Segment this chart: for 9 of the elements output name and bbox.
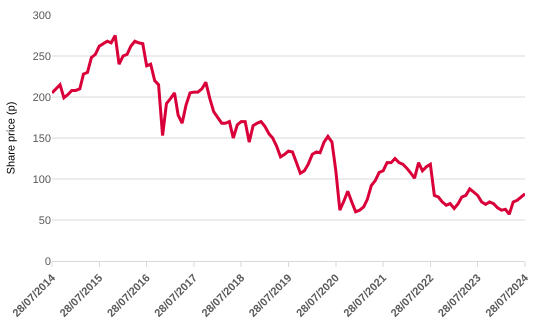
y-axis-title: Share price (p)	[5, 102, 18, 174]
y-tick-label: 150	[32, 132, 51, 145]
y-tick-label: 100	[32, 174, 51, 186]
y-tick-label: 0	[44, 256, 51, 268]
y-tick-label: 300	[32, 10, 51, 22]
y-tick-label: 250	[32, 50, 51, 63]
line-series	[52, 34, 525, 216]
y-tick-label: 50	[38, 214, 51, 227]
y-tick-label: 200	[32, 92, 51, 104]
